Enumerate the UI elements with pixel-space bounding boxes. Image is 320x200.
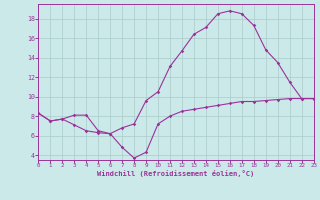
- X-axis label: Windchill (Refroidissement éolien,°C): Windchill (Refroidissement éolien,°C): [97, 170, 255, 177]
